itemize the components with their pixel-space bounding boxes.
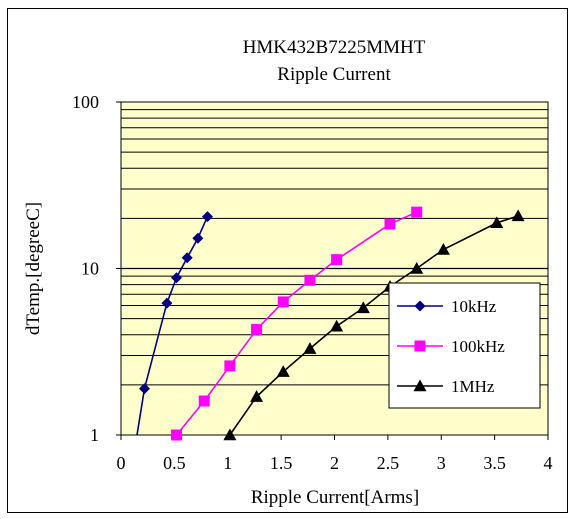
data-point: [201, 211, 213, 223]
data-point: [181, 252, 193, 264]
data-point: [171, 272, 183, 284]
x-tick-label: 3: [437, 453, 446, 473]
y-tick-label: 100: [72, 92, 99, 112]
legend-marker: [414, 300, 426, 312]
chart-svg: 0 0.5 1 1.5 2 2.5 3 3.5 4 1 10 100 HMK432B7225MMHT…: [23, 37, 553, 508]
data-point: [511, 209, 525, 222]
grid-lines: [121, 109, 548, 386]
legend-marker: [413, 379, 427, 392]
series-1: [171, 206, 423, 441]
legend-label: 10kHz: [451, 297, 497, 316]
x-tick-label: 1: [223, 453, 232, 473]
legend-label: 100kHz: [451, 337, 505, 356]
data-point: [411, 206, 423, 218]
x-tick-label: 0.5: [163, 453, 186, 473]
data-point: [356, 301, 370, 314]
legend-label: 1MHz: [451, 377, 495, 396]
data-point: [384, 218, 396, 230]
series-layer: [136, 206, 525, 441]
legend-marker: [414, 340, 426, 352]
data-point: [276, 365, 290, 377]
x-tick-label: 3.5: [483, 453, 506, 473]
x-tick-label: 1.5: [270, 453, 293, 473]
series-0: [136, 211, 213, 436]
chart-title: HMK432B7225MMHT: [243, 37, 426, 58]
legend-item: 10kHz: [397, 297, 497, 316]
x-tick-label: 2: [330, 453, 339, 473]
data-point: [490, 216, 504, 229]
x-tick-label: 0: [117, 453, 126, 473]
data-point: [330, 319, 344, 332]
data-point: [192, 232, 204, 244]
x-tick-label: 2.5: [377, 453, 400, 473]
data-point: [277, 296, 289, 308]
chart-frame: 0 0.5 1 1.5 2 2.5 3 3.5 4 1 10 100 HMK432B7225MMHT…: [7, 8, 568, 513]
data-point: [304, 274, 316, 286]
legend-item: 1MHz: [397, 377, 495, 396]
data-point: [161, 297, 173, 309]
y-tick-label: 1: [90, 425, 99, 445]
x-tick-label: 4: [544, 453, 553, 473]
legend-item: 100kHz: [397, 337, 505, 356]
data-point: [251, 324, 263, 336]
data-point: [250, 390, 264, 402]
data-point: [303, 342, 317, 354]
data-point: [224, 360, 236, 372]
data-point: [138, 383, 150, 395]
y-tick-label: 10: [81, 259, 99, 279]
data-point: [436, 243, 450, 255]
data-point: [223, 428, 237, 441]
chart-subtitle: Ripple Current: [277, 64, 391, 85]
data-point: [410, 262, 424, 274]
data-point: [171, 429, 183, 441]
legend: 10kHz 100kHz 1MHz: [388, 282, 541, 409]
series-2: [223, 209, 525, 441]
y-axis-ticks: 1 10 100: [72, 92, 121, 445]
data-point: [198, 395, 210, 407]
x-axis-label: Ripple Current[Arms]: [251, 487, 419, 508]
y-axis-label: dTemp.[degreeC]: [23, 202, 44, 335]
x-axis-ticks: 0 0.5 1 1.5 2 2.5 3 3.5 4: [117, 435, 553, 473]
data-point: [331, 254, 343, 266]
